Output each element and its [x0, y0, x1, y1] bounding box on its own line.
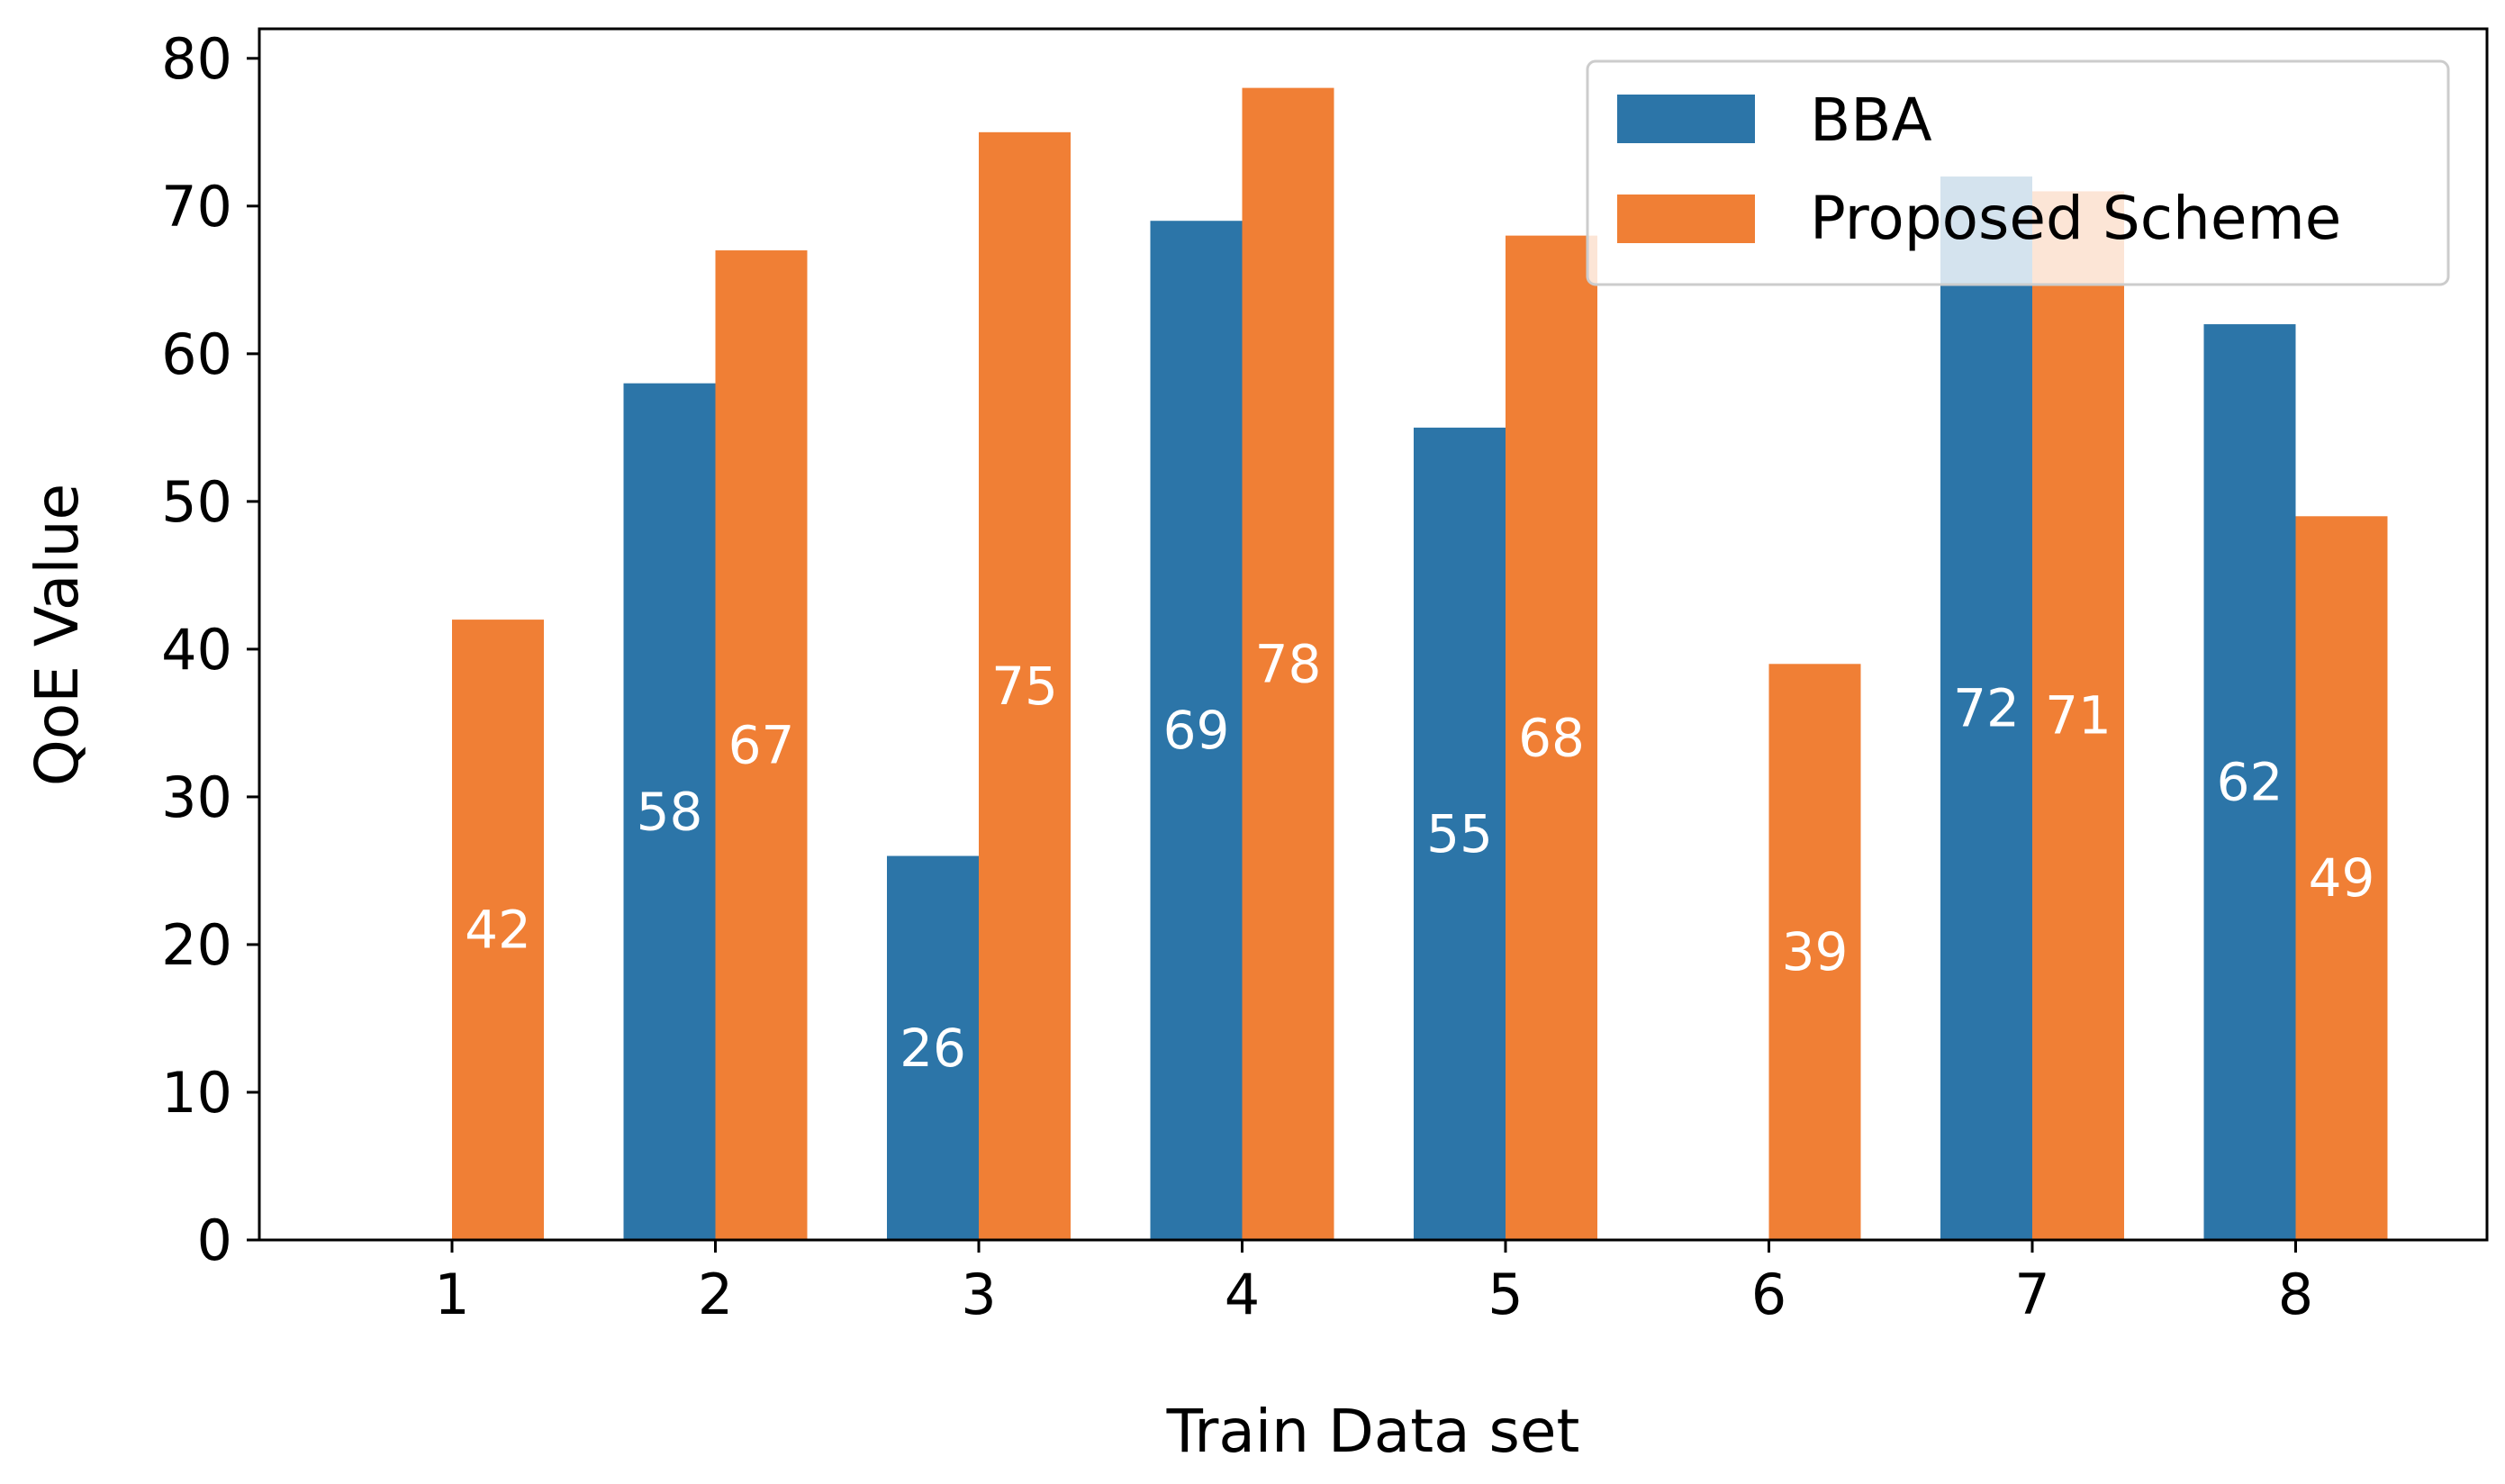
bar-proposed-scheme-7	[2032, 191, 2124, 1240]
y-tick-label-20: 20	[161, 912, 232, 978]
y-tick-label-50: 50	[161, 469, 232, 535]
x-tick-label-1: 1	[434, 1262, 469, 1327]
bar-bba-4	[1150, 221, 1243, 1241]
data-label-bba-4: 69	[1163, 700, 1230, 761]
data-label-proposed-scheme-5: 68	[1518, 707, 1585, 768]
legend: BBA Proposed Scheme	[1586, 59, 2450, 286]
bar-bba-8	[2203, 324, 2296, 1240]
data-label-proposed-scheme-1: 42	[465, 900, 531, 961]
y-tick-label-40: 40	[161, 617, 232, 683]
plot-area-frame	[258, 27, 2489, 1242]
x-tick-label-3: 3	[961, 1262, 996, 1327]
y-tick-label-60: 60	[161, 321, 232, 387]
bar-proposed-scheme-1	[452, 620, 544, 1240]
bar-proposed-scheme-8	[2295, 516, 2388, 1240]
data-label-proposed-scheme-6: 39	[1782, 921, 1849, 982]
bar-bba-3	[887, 855, 979, 1240]
y-axis: 0 10 20 30 40 50 60 70 80	[161, 26, 259, 1273]
x-axis-label: Train Data set	[1166, 1397, 1580, 1466]
y-axis-label: QoE Value	[23, 484, 92, 786]
legend-swatch-bba	[1617, 95, 1755, 143]
y-tick-label-0: 0	[197, 1208, 232, 1273]
legend-frame	[1586, 59, 2450, 286]
x-tick-label-8: 8	[2278, 1262, 2313, 1327]
bar-proposed-scheme-2	[715, 250, 808, 1240]
bar-bba-7	[1940, 176, 2032, 1240]
data-label-bba-5: 55	[1426, 803, 1493, 864]
y-tick-label-10: 10	[161, 1060, 232, 1126]
data-label-proposed-scheme-4: 78	[1255, 633, 1322, 694]
bar-proposed-scheme-6	[1768, 664, 1861, 1240]
legend-swatch-proposed-scheme	[1617, 195, 1755, 243]
x-tick-label-4: 4	[1225, 1262, 1260, 1327]
x-tick-label-7: 7	[2014, 1262, 2049, 1327]
x-tick-label-5: 5	[1488, 1262, 1523, 1327]
data-label-bba-2: 58	[637, 781, 703, 842]
bar-bba-2	[623, 383, 716, 1240]
x-axis: 1 2 3 4 5 6 7 8	[434, 1240, 2313, 1327]
y-tick-label-80: 80	[161, 26, 232, 92]
legend-label-proposed-scheme: Proposed Scheme	[1810, 184, 2341, 253]
legend-label-bba: BBA	[1810, 86, 1932, 155]
data-labels-layer: 58 26 69 55 72 62 42 67 75 78 68 39 71 49	[465, 633, 2374, 1078]
bars-layer	[452, 87, 2388, 1241]
data-label-bba-8: 62	[2217, 752, 2283, 813]
y-tick-label-30: 30	[161, 765, 232, 830]
x-tick-label-2: 2	[698, 1262, 733, 1327]
data-label-proposed-scheme-3: 75	[991, 656, 1058, 717]
bar-bba-5	[1414, 427, 1506, 1240]
data-label-proposed-scheme-8: 49	[2309, 847, 2375, 909]
data-label-bba-3: 26	[900, 1018, 966, 1079]
y-tick-label-70: 70	[161, 174, 232, 240]
bar-proposed-scheme-5	[1506, 235, 1597, 1240]
data-label-bba-7: 72	[1953, 678, 2020, 739]
data-label-proposed-scheme-2: 67	[728, 715, 795, 776]
data-label-proposed-scheme-7: 71	[2045, 685, 2112, 747]
bar-proposed-scheme-3	[979, 131, 1071, 1240]
bar-proposed-scheme-4	[1242, 87, 1334, 1241]
x-tick-label-6: 6	[1751, 1262, 1786, 1327]
